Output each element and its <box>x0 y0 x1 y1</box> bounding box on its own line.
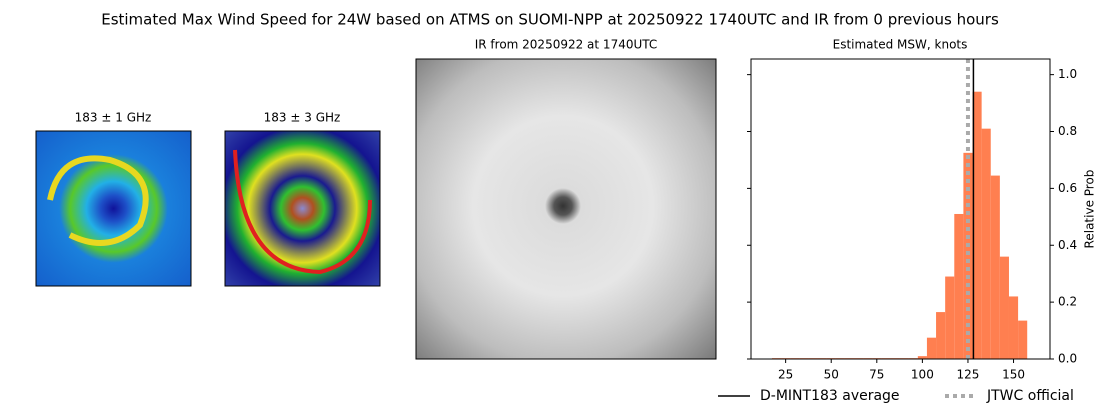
y-tick-label: 0.4 <box>1058 238 1077 252</box>
y-axis-label: Relative Prob <box>1083 170 1097 249</box>
ir-image <box>416 59 716 359</box>
bar <box>926 337 937 359</box>
axes-frame <box>750 58 1051 360</box>
microwave-image <box>225 131 380 286</box>
bar <box>999 256 1009 359</box>
rainband <box>47 155 149 246</box>
bar <box>945 276 955 359</box>
panel-title: 183 ± 3 GHz <box>264 111 341 125</box>
bar <box>972 91 982 360</box>
bar <box>963 152 973 359</box>
panel-title: 183 ± 1 GHz <box>75 111 152 125</box>
y-tick-label: 0.0 <box>1058 352 1077 366</box>
frame <box>35 130 192 287</box>
y-tick-label: 0.6 <box>1058 181 1077 195</box>
x-tick-label: 125 <box>957 368 980 382</box>
x-tick-label: 100 <box>911 368 934 382</box>
chart-title: Estimated MSW, knots <box>833 38 968 52</box>
microwave-image <box>36 131 191 286</box>
y-tick-label: 0.8 <box>1058 124 1077 138</box>
rainband <box>233 149 372 275</box>
plot <box>771 59 1028 360</box>
x-tick-label: 25 <box>778 368 793 382</box>
bar <box>1008 296 1019 359</box>
bar <box>954 213 964 359</box>
x-tick-label: 50 <box>824 368 839 382</box>
x-tick-label: 75 <box>869 368 884 382</box>
panel-title: IR from 20250922 at 1740UTC <box>475 38 658 52</box>
legend: D-MINT183 average JTWC official <box>718 388 1074 404</box>
figure-title: Estimated Max Wind Speed for 24W based o… <box>101 11 999 29</box>
y-tick-label: 1.0 <box>1058 67 1077 81</box>
bar <box>936 312 946 359</box>
legend-label: JTWC official <box>986 388 1074 404</box>
legend-label: D-MINT183 average <box>760 388 900 404</box>
bar <box>917 356 927 359</box>
frame <box>224 130 381 287</box>
y-tick-label: 0.2 <box>1058 295 1077 309</box>
frame <box>415 58 717 360</box>
bar <box>990 175 1000 359</box>
x-tick-label: 150 <box>1002 368 1025 382</box>
bar <box>981 128 991 359</box>
bar <box>1018 320 1028 359</box>
